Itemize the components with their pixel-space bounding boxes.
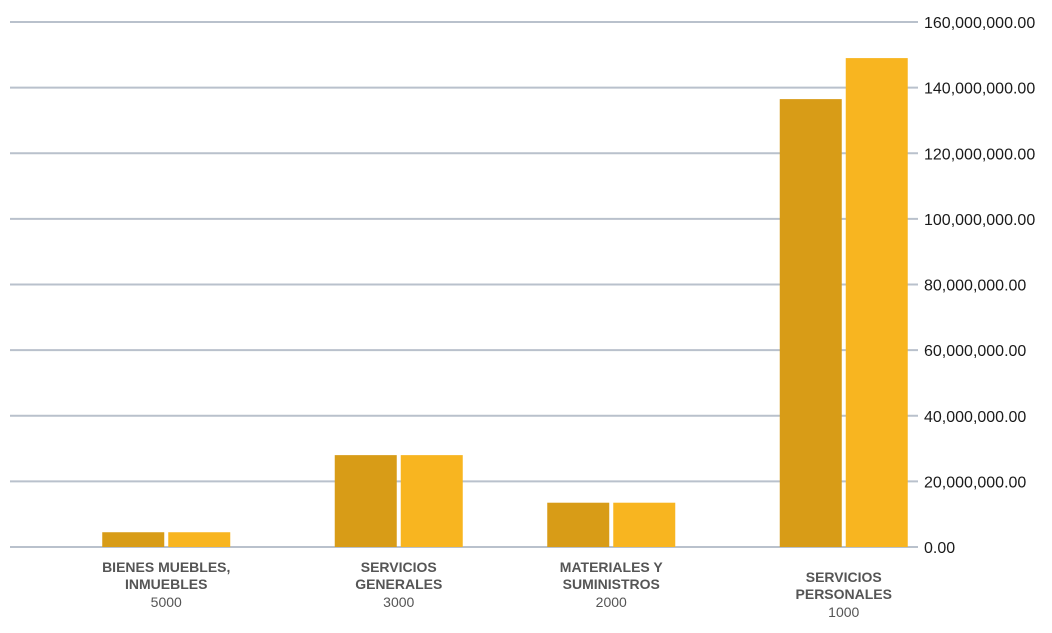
category-label: INMUEBLES	[125, 576, 207, 592]
y-tick-label: 0.00	[924, 540, 955, 557]
category-label: SERVICIOS	[806, 569, 882, 585]
category-code: 5000	[151, 594, 182, 610]
bar	[400, 455, 463, 547]
bar	[613, 502, 676, 547]
category-label: PERSONALES	[796, 586, 892, 602]
gridlines	[10, 21, 912, 548]
y-tick-label: 60,000,000.00	[924, 343, 1026, 360]
category-code: 3000	[383, 594, 414, 610]
y-tick-label: 140,000,000.00	[924, 81, 1035, 98]
bar	[334, 455, 397, 547]
category-label: MATERIALES Y	[560, 559, 664, 575]
bars	[102, 58, 908, 547]
category-label: SERVICIOS	[361, 559, 437, 575]
y-tick-label: 100,000,000.00	[924, 212, 1035, 229]
bar	[102, 532, 165, 547]
bar	[779, 99, 842, 547]
y-tick-label: 160,000,000.00	[924, 15, 1035, 32]
y-tick-label: 20,000,000.00	[924, 474, 1026, 491]
x-axis: BIENES MUEBLES,INMUEBLES5000SERVICIOSGEN…	[102, 559, 892, 620]
y-tick-label: 40,000,000.00	[924, 409, 1026, 426]
y-tick-label: 80,000,000.00	[924, 278, 1026, 295]
category-label: BIENES MUEBLES,	[102, 559, 230, 575]
category-code: 2000	[596, 594, 627, 610]
bar	[845, 58, 908, 547]
y-tick-label: 120,000,000.00	[924, 146, 1035, 163]
y-axis: 0.00 20,000,000.00 40,000,000.00 60,000,000…	[912, 15, 1035, 557]
category-label: GENERALES	[355, 576, 442, 592]
category-code: 1000	[828, 604, 859, 620]
bar	[547, 502, 610, 547]
bar	[168, 532, 231, 547]
category-label: SUMINISTROS	[563, 576, 660, 592]
